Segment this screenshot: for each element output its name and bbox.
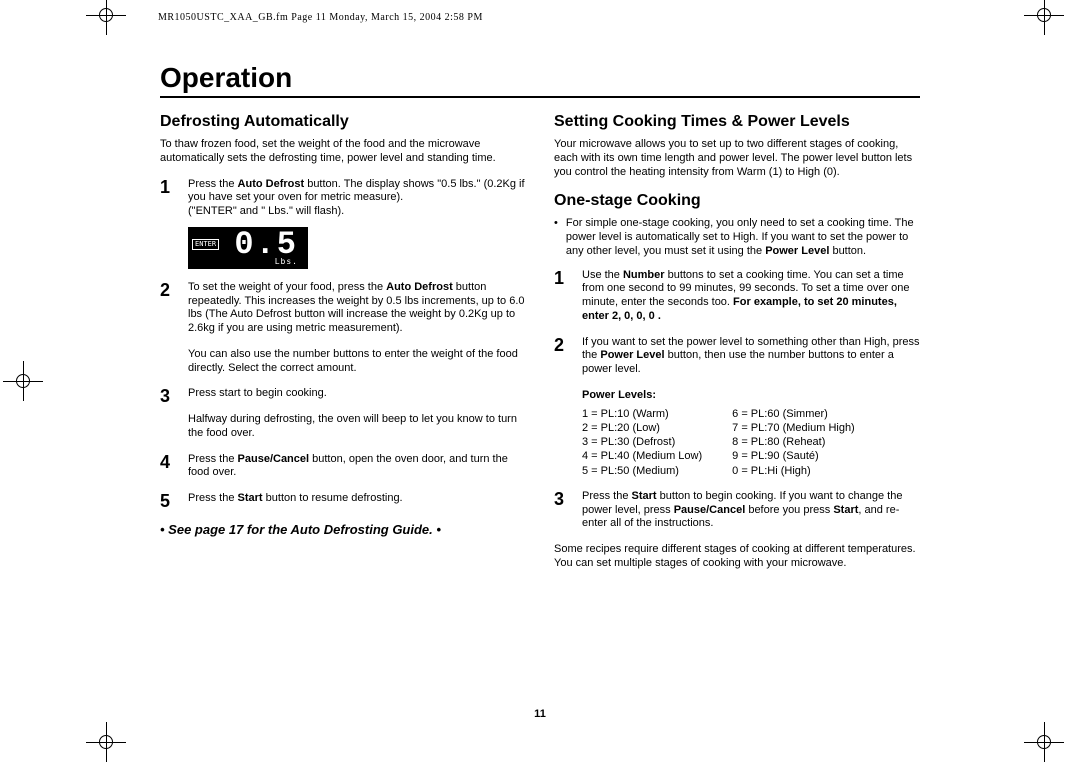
cook-step-3: 3 Press the Start button to begin cookin… <box>554 490 920 531</box>
heading-defrost: Defrosting Automatically <box>160 112 526 132</box>
pl-row: 0 = PL:Hi (High) <box>732 464 855 478</box>
step-number: 2 <box>554 336 572 377</box>
lcd-display: ENTER 0.5 Lbs. <box>188 227 308 269</box>
step-text: Press the <box>582 490 632 502</box>
power-levels-heading: Power Levels: <box>582 389 920 403</box>
lcd-lbs: Lbs. <box>275 257 298 267</box>
bold-term: Start <box>632 490 657 502</box>
file-header: MR1050USTC_XAA_GB.fm Page 11 Monday, Mar… <box>158 12 483 23</box>
step-number: 3 <box>160 387 178 440</box>
defrost-step-5: 5 Press the Start button to resume defro… <box>160 492 526 510</box>
crop-mark <box>1033 4 1055 26</box>
cooking-intro: Your microwave allows you to set up to t… <box>554 138 920 179</box>
bullet-icon: • <box>554 217 558 258</box>
step-text: Halfway during defrosting, the oven will… <box>188 413 526 441</box>
multi-stage-note: Some recipes require different stages of… <box>554 543 920 571</box>
step-text: Press the <box>188 178 238 190</box>
bold-term: Start <box>833 504 858 516</box>
bullet-text: button. <box>829 245 866 257</box>
pl-row: 9 = PL:90 (Sauté) <box>732 449 855 463</box>
step-number: 2 <box>160 281 178 376</box>
step-text: Press the <box>188 492 238 504</box>
cook-step-1: 1 Use the Number buttons to set a cookin… <box>554 269 920 324</box>
pl-row: 7 = PL:70 (Medium High) <box>732 421 855 435</box>
heading-cooking-times: Setting Cooking Times & Power Levels <box>554 112 920 132</box>
crop-mark <box>95 4 117 26</box>
step-number: 1 <box>554 269 572 324</box>
step-text: Press start to begin cooking. <box>188 387 327 399</box>
step-text: ("ENTER" and " Lbs." will flash). <box>188 205 526 219</box>
step-text: Press the <box>188 453 238 465</box>
defrost-step-1: 1 Press the Auto Defrost button. The dis… <box>160 178 526 269</box>
pl-row: 3 = PL:30 (Defrost) <box>582 435 702 449</box>
step-text: To set the weight of your food, press th… <box>188 281 386 293</box>
crop-mark <box>12 370 34 392</box>
pl-row: 5 = PL:50 (Medium) <box>582 464 702 478</box>
bold-term: Pause/Cancel <box>674 504 746 516</box>
cook-step-2: 2 If you want to set the power level to … <box>554 336 920 377</box>
one-stage-bullet: • For simple one-stage cooking, you only… <box>554 217 920 258</box>
defrost-step-2: 2 To set the weight of your food, press … <box>160 281 526 376</box>
left-column: Defrosting Automatically To thaw frozen … <box>160 112 526 582</box>
bold-term: Power Level <box>600 349 664 361</box>
step-text: button to resume defrosting. <box>263 492 403 504</box>
right-column: Setting Cooking Times & Power Levels You… <box>554 112 920 582</box>
defrost-intro: To thaw frozen food, set the weight of t… <box>160 138 526 166</box>
see-also-note: • See page 17 for the Auto Defrosting Gu… <box>160 522 526 538</box>
bold-term: Number <box>623 269 665 281</box>
crop-mark <box>1033 731 1055 753</box>
step-number: 1 <box>160 178 178 269</box>
step-text: You can also use the number buttons to e… <box>188 348 526 376</box>
title-rule <box>160 96 920 98</box>
step-number: 5 <box>160 492 178 510</box>
crop-mark <box>95 731 117 753</box>
page-title: Operation <box>160 62 920 94</box>
step-text: Use the <box>582 269 623 281</box>
pl-row: 4 = PL:40 (Medium Low) <box>582 449 702 463</box>
pl-row: 2 = PL:20 (Low) <box>582 421 702 435</box>
step-text: before you press <box>745 504 833 516</box>
defrost-step-3: 3 Press start to begin cooking. Halfway … <box>160 387 526 440</box>
bold-term: Power Level <box>765 245 829 257</box>
defrost-step-4: 4 Press the Pause/Cancel button, open th… <box>160 453 526 481</box>
pl-col-left: 1 = PL:10 (Warm) 2 = PL:20 (Low) 3 = PL:… <box>582 407 702 478</box>
pl-row: 6 = PL:60 (Simmer) <box>732 407 855 421</box>
power-levels-table: 1 = PL:10 (Warm) 2 = PL:20 (Low) 3 = PL:… <box>582 407 920 478</box>
step-number: 4 <box>160 453 178 481</box>
bold-term: Pause/Cancel <box>238 453 310 465</box>
page-number: 11 <box>534 708 546 720</box>
pl-row: 1 = PL:10 (Warm) <box>582 407 702 421</box>
bold-term: Auto Defrost <box>238 178 305 190</box>
step-number: 3 <box>554 490 572 531</box>
bold-term: Auto Defrost <box>386 281 453 293</box>
page-body: Operation Defrosting Automatically To th… <box>160 62 920 582</box>
bold-term: Start <box>238 492 263 504</box>
pl-col-right: 6 = PL:60 (Simmer) 7 = PL:70 (Medium Hig… <box>732 407 855 478</box>
lcd-enter: ENTER <box>192 239 219 250</box>
pl-row: 8 = PL:80 (Reheat) <box>732 435 855 449</box>
heading-one-stage: One-stage Cooking <box>554 191 920 211</box>
